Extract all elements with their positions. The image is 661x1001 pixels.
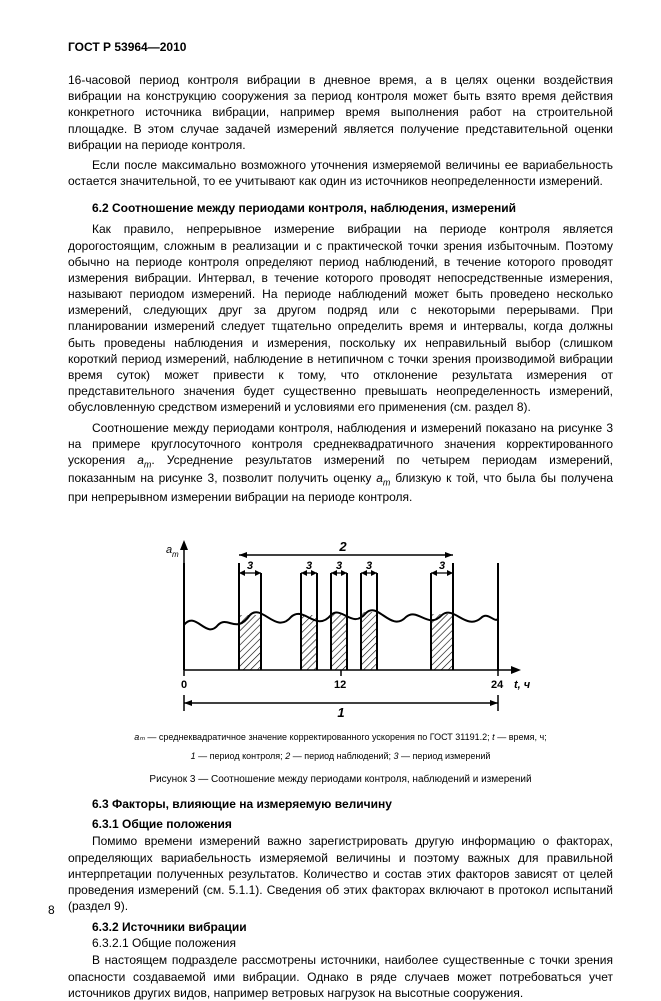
- figure-caption: Рисунок 3 — Соотношение между периодами …: [68, 774, 613, 785]
- text: — время, ч;: [495, 732, 547, 742]
- svg-text:3: 3: [305, 560, 311, 572]
- symbol-am: am: [137, 453, 151, 467]
- symbol: aₘ: [134, 732, 145, 742]
- paragraph: Как правило, непрерывное измерение вибра…: [68, 221, 613, 415]
- section-title-6-3-2-1: 6.3.2.1 Общие положения: [68, 936, 613, 950]
- section-title-6-2: 6.2 Соотношение между периодами контроля…: [68, 201, 613, 215]
- text: — период контроля;: [196, 751, 286, 761]
- paragraph: Если после максимально возможного уточне…: [68, 157, 613, 189]
- text: — среднеквадратичное значение корректиро…: [145, 732, 492, 742]
- page-number: 8: [48, 903, 55, 917]
- svg-text:1: 1: [337, 705, 344, 720]
- paragraph: Соотношение между периодами контроля, на…: [68, 420, 613, 506]
- symbol-am: am: [376, 471, 390, 485]
- paragraph: 16-часовой период контроля вибрации в дн…: [68, 72, 613, 153]
- svg-text:2: 2: [338, 539, 347, 554]
- figure-legend-line2: 1 — период контроля; 2 — период наблюден…: [68, 750, 613, 763]
- svg-text:3: 3: [438, 560, 444, 572]
- paragraph: В настоящем подразделе рассмотрены источ…: [68, 952, 613, 1001]
- svg-text:24: 24: [491, 679, 504, 691]
- svg-text:t, ч: t, ч: [514, 679, 531, 691]
- figure-3: a m 0 12 24 t, ч: [68, 515, 613, 725]
- doc-header: ГОСТ Р 53964—2010: [68, 40, 613, 54]
- figure-legend-line1: aₘ — среднеквадратичное значение коррект…: [68, 731, 613, 744]
- section-title-6-3: 6.3 Факторы, влияющие на измеряемую вели…: [68, 797, 613, 811]
- paragraph: Помимо времени измерений важно зарегистр…: [68, 833, 613, 914]
- chart-svg: a m 0 12 24 t, ч: [136, 515, 546, 725]
- svg-text:3: 3: [246, 560, 252, 572]
- svg-text:0: 0: [181, 679, 187, 691]
- text: — период наблюдений;: [290, 751, 393, 761]
- text: — период измерений: [399, 751, 491, 761]
- svg-text:m: m: [172, 550, 179, 559]
- page: ГОСТ Р 53964—2010 16-часовой период конт…: [0, 0, 661, 935]
- svg-text:3: 3: [335, 560, 341, 572]
- section-title-6-3-2: 6.3.2 Источники вибрации: [68, 920, 613, 934]
- svg-text:3: 3: [365, 560, 371, 572]
- section-title-6-3-1: 6.3.1 Общие положения: [68, 817, 613, 831]
- svg-text:12: 12: [334, 679, 346, 691]
